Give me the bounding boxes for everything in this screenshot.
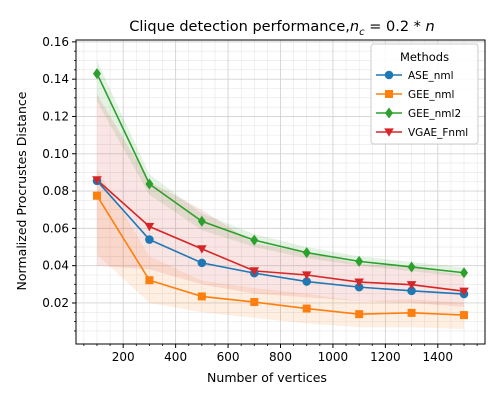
point-ASE_nml <box>145 235 154 244</box>
legend-item-GEE_nml2: GEE_nml2 <box>376 107 461 120</box>
line-VGAE_Fnml <box>96 179 465 293</box>
y-axis: 0.02 0.04 0.06 0.08 0.10 0.12 0.14 0.16 <box>42 35 76 332</box>
chart-title-rest: = 0.2 * <box>365 19 426 35</box>
point-GEE_nml2 <box>460 267 469 279</box>
legend-item-GEE_nml: GEE_nml <box>376 89 454 101</box>
legend-items: ASE_nml GEE_nml GEE_nml2 VGAE_Fnml <box>376 70 468 139</box>
point-GEE_nml2 <box>92 68 101 80</box>
x-tick-label: 800 <box>269 350 292 364</box>
legend-label: ASE_nml <box>408 70 454 82</box>
x-tick-label: 1000 <box>318 350 349 364</box>
point-VGAE_Fnml <box>301 271 312 280</box>
point-GEE_nml <box>145 276 154 285</box>
point-GEE_nml2 <box>250 234 259 246</box>
x-tick-label: 1200 <box>370 350 401 364</box>
band-VGAE_Fnml <box>96 94 465 307</box>
point-ASE_nml <box>407 286 416 296</box>
chart-title-var2: n <box>426 19 435 35</box>
point-GEE_nml <box>302 304 311 313</box>
band-GEE_nml <box>96 168 465 330</box>
point-ASE_nml <box>302 277 312 286</box>
legend-label: GEE_nml2 <box>408 108 461 120</box>
legend-marker <box>385 90 393 98</box>
legend: Methods ASE_nml GEE_nml GEE_nml2 VGAE_Fnml <box>370 43 479 145</box>
x-tick-label: 600 <box>217 350 240 364</box>
point-GEE_nml2 <box>407 261 416 273</box>
point-VGAE_Fnml <box>406 281 417 290</box>
y-tick-label: 0.10 <box>42 147 69 161</box>
chart-title-subscript: c <box>359 27 365 38</box>
legend-marker <box>384 70 394 80</box>
point-GEE_nml <box>355 310 364 319</box>
chart-title-main: Clique detection performance, <box>129 19 350 35</box>
x-axis-label: Number of vertices <box>207 370 327 385</box>
point-VGAE_Fnml <box>459 287 469 297</box>
point-GEE_nml2 <box>145 178 154 190</box>
error-bands <box>96 60 465 330</box>
x-tick-label: 400 <box>164 350 187 364</box>
point-GEE_nml <box>407 308 416 317</box>
point-GEE_nml2 <box>355 255 364 267</box>
point-VGAE_Fnml <box>197 245 207 254</box>
legend-marker <box>385 107 393 119</box>
point-GEE_nml <box>92 191 101 200</box>
point-VGAE_Fnml <box>144 222 155 232</box>
plot-area <box>76 40 485 344</box>
y-axis-label: Normalized Procrustes Distance <box>14 91 29 290</box>
legend-item-ASE_nml: ASE_nml <box>376 70 454 82</box>
line-ASE_nml <box>96 180 465 295</box>
legend-item-VGAE_Fnml: VGAE_Fnml <box>376 127 468 139</box>
x-axis: 200 400 600 800 1000 1200 1400 <box>83 344 478 364</box>
point-VGAE_Fnml <box>354 278 364 287</box>
line-GEE_nml <box>96 195 465 316</box>
series-markers <box>92 68 469 320</box>
point-GEE_nml2 <box>302 247 311 259</box>
legend-title: Methods <box>400 50 449 64</box>
point-GEE_nml <box>460 311 469 320</box>
y-tick-label: 0.02 <box>42 296 69 310</box>
point-ASE_nml <box>197 258 207 268</box>
x-tick-label: 1400 <box>423 350 454 364</box>
legend-frame <box>370 43 479 145</box>
y-tick-label: 0.06 <box>42 221 69 235</box>
series-lines <box>96 73 465 316</box>
y-tick-label: 0.12 <box>42 109 69 123</box>
point-GEE_nml <box>197 292 206 301</box>
point-GEE_nml <box>250 298 259 307</box>
point-ASE_nml <box>354 282 364 292</box>
point-VGAE_Fnml <box>249 267 260 276</box>
y-tick-label: 0.14 <box>42 72 69 86</box>
legend-marker <box>384 128 394 137</box>
chart-title-var: n <box>350 19 359 35</box>
y-tick-label: 0.04 <box>42 259 69 273</box>
y-tick-label: 0.16 <box>42 35 69 49</box>
legend-label: VGAE_Fnml <box>408 127 468 139</box>
line-GEE_nml2 <box>96 73 465 274</box>
x-tick-label: 200 <box>112 350 135 364</box>
point-VGAE_Fnml <box>92 176 102 185</box>
y-tick-label: 0.08 <box>42 184 69 198</box>
legend-label: GEE_nml <box>408 89 454 101</box>
point-GEE_nml2 <box>197 215 206 227</box>
chart-title: Clique detection performance,nc = 0.2 * … <box>129 19 434 38</box>
